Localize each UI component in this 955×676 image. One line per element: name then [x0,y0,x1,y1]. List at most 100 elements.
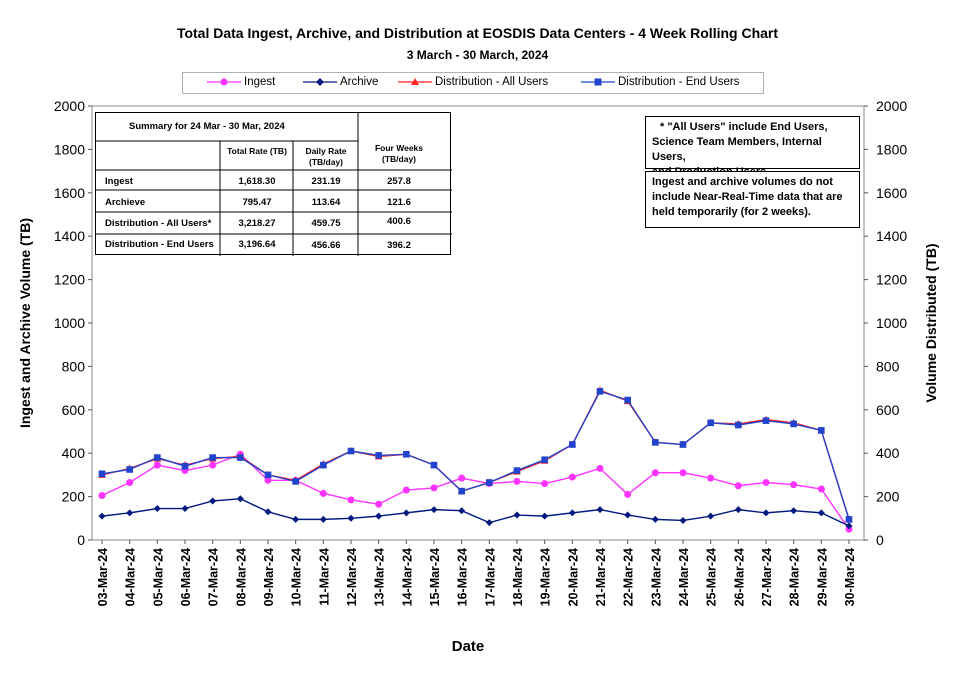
summary-row-daily: 456.66 [311,240,341,251]
chart-subtitle: 3 March - 30 March, 2024 [406,48,549,62]
data-point [707,419,714,427]
data-point [707,512,715,520]
x-tick-label: 18-Mar-24 [511,548,525,606]
y-right-tick-label: 400 [876,445,900,461]
y-right-tick-label: 1400 [876,228,907,244]
x-tick-label: 11-Mar-24 [317,548,331,606]
data-point [430,484,438,492]
data-point [375,452,382,459]
right-axis: 0 200 400 600 800 1000 1200 1400 1600 1800 2000 [864,98,907,548]
data-point [458,474,466,482]
summary-row-label: Distribution - End Users [105,239,214,250]
x-tick-label: 19-Mar-24 [539,548,553,606]
data-point [486,479,493,486]
x-tick-label: 25-Mar-24 [705,548,719,606]
data-point [430,461,438,469]
data-point [762,509,770,517]
data-point [762,478,770,486]
y-right-tick-label: 1800 [876,141,907,157]
data-point [541,512,549,520]
data-point [126,478,134,486]
data-point [154,454,161,461]
x-tick-label: 10-Mar-24 [290,548,304,606]
data-point [790,420,797,428]
data-point [652,439,659,446]
data-point [264,471,272,479]
legend-marker-triangle-icon [398,78,432,85]
y-right-tick-label: 600 [876,402,900,418]
legend-item-archive: Archive [303,76,378,88]
summary-col-daily: Daily Rate (TB/day) [305,146,347,167]
legend-item-dist-all: Distribution - All Users [398,76,548,88]
data-point [568,509,576,517]
data-point [153,461,161,469]
summary-row-label: Distribution - All Users* [105,218,212,229]
x-tick-label: 05-Mar-24 [151,548,165,606]
x-axis-label: Date [452,638,485,655]
data-point [209,454,216,461]
x-tick-label: 13-Mar-24 [373,548,387,606]
y-left-tick-label: 1600 [54,185,85,201]
data-point [734,506,742,514]
data-point [568,473,576,481]
data-point [596,464,604,472]
note-nrt: Ingest and archive volumes do not includ… [645,171,860,228]
data-point [209,461,217,469]
data-point [98,470,106,478]
data-point [624,511,632,519]
series-archive [98,495,853,530]
x-axis: 03-Mar-24 04-Mar-24 05-Mar-24 06-Mar-24 07-M… [96,540,857,606]
y-right-tick-label: 0 [876,532,884,548]
data-point [818,427,825,434]
series-distribution-end-users [98,388,853,523]
x-tick-label: 24-Mar-24 [677,548,691,606]
legend-item-dist-end: Distribution - End Users [581,76,739,88]
series-line [101,390,850,520]
note-all-users: * "All Users" include End Users, Science… [645,116,860,178]
y-left-tick-label: 1800 [54,141,85,157]
legend-marker-diamond-icon [303,78,337,86]
summary-row-four: 400.6 [387,216,411,227]
series-ingest [98,450,853,533]
data-point [569,441,576,448]
data-point [790,481,798,489]
summary-col-total: Total Rate (TB) [227,146,287,156]
y-axis-right-label: Volume Distributed (TB) [923,243,939,402]
data-point [485,519,493,527]
x-tick-label: 28-Mar-24 [788,548,802,606]
x-tick-label: 14-Mar-24 [400,548,414,606]
x-tick-label: 21-Mar-24 [594,548,608,606]
data-point [98,512,106,520]
chart-title: Total Data Ingest, Archive, and Distribu… [176,25,779,41]
x-tick-label: 29-Mar-24 [815,548,829,606]
data-point [513,467,521,474]
data-point [375,500,383,508]
data-point [237,454,244,461]
data-point [320,461,327,469]
y-left-tick-label: 200 [62,489,86,505]
legend-item-ingest: Ingest [207,76,275,88]
note-all-users-line-2: Science Team Members, Internal Users, [652,136,822,163]
data-point [790,507,798,515]
x-tick-label: 17-Mar-24 [483,548,497,606]
summary-row-four: 257.8 [387,176,411,187]
y-right-tick-label: 1600 [876,185,907,201]
y-left-tick-label: 400 [62,445,86,461]
data-point [347,496,355,504]
data-point [458,507,466,515]
note-nrt-line-2: include Near-Real-Time data that are [652,191,843,203]
data-point [402,509,410,517]
data-point [181,462,189,470]
data-point [513,477,521,485]
y-right-tick-label: 2000 [876,98,907,114]
legend-label-ingest: Ingest [244,76,276,88]
y-left-tick-label: 0 [77,532,85,548]
data-point [651,469,659,477]
x-tick-label: 07-Mar-24 [207,548,221,606]
y-left-tick-label: 800 [62,358,86,374]
x-tick-label: 26-Mar-24 [732,548,746,606]
legend-marker-square-icon [581,78,615,86]
summary-row-total: 795.47 [242,197,272,208]
data-point [596,388,604,395]
legend: Ingest Archive Distribution - All Users … [182,72,764,94]
